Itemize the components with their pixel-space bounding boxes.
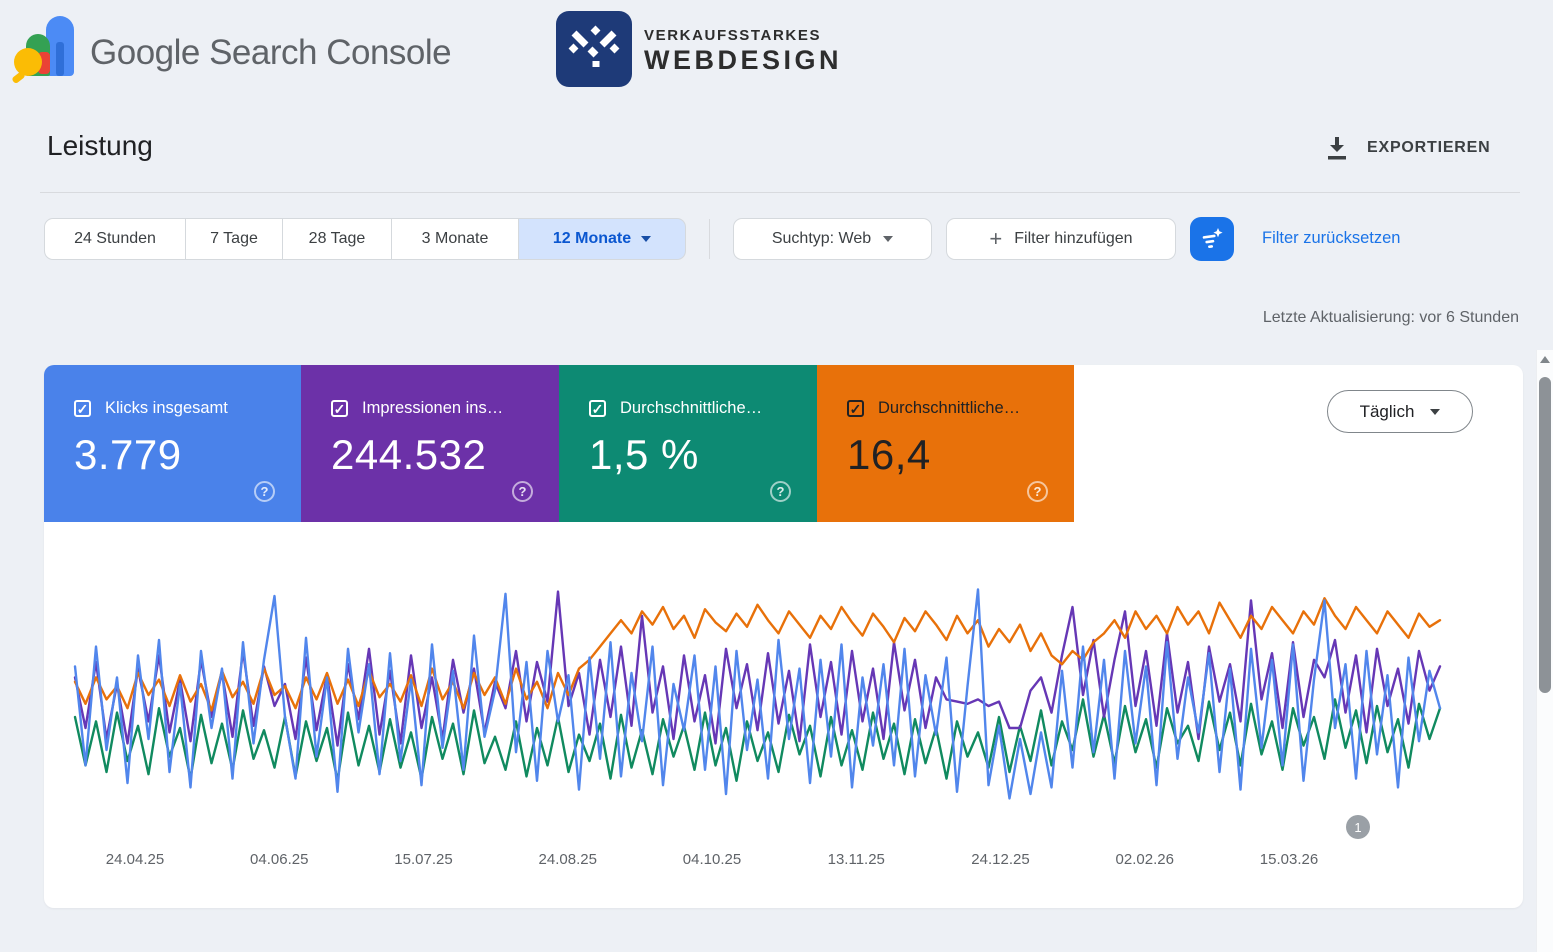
series-line-klicks <box>73 588 1442 800</box>
export-button[interactable]: EXPORTIEREN <box>1325 131 1491 165</box>
last-update-text: Letzte Aktualisierung: vor 6 Stunden <box>1262 309 1519 326</box>
x-tick-label: 04.10.25 <box>682 851 742 868</box>
metric-label: Klicks insgesamt <box>105 399 228 417</box>
range-label: 7 Tage <box>210 230 258 247</box>
brand-title: Google Search Console <box>90 33 452 72</box>
scrollbar-thumb[interactable] <box>1539 377 1551 693</box>
granularity-label: Täglich <box>1359 401 1415 421</box>
range-label: 28 Tage <box>308 230 366 247</box>
range-7-tage[interactable]: 7 Tage <box>186 218 283 260</box>
range-label: 24 Stunden <box>74 230 156 247</box>
x-axis-labels: 24.04.25 04.06.25 15.07.25 24.08.25 04.10.25… <box>44 851 1523 871</box>
scrollbar[interactable] <box>1536 350 1553 952</box>
checkbox-checked-icon[interactable]: ✓ <box>74 400 91 417</box>
download-icon <box>1328 137 1346 160</box>
chevron-down-icon <box>1430 408 1441 415</box>
webdesign-logo-mark <box>568 25 620 67</box>
range-24-stunden[interactable]: 24 Stunden <box>44 218 186 260</box>
add-filter-label: Filter hinzufügen <box>1014 230 1133 247</box>
webdesign-line1: VERKAUFSSTARKES <box>644 27 822 44</box>
magnifier-handle <box>11 70 26 85</box>
metric-value: 3.779 <box>74 431 182 478</box>
webdesign-logo-text: VERKAUFSSTARKES WEBDESIGN <box>644 27 842 76</box>
checkbox-checked-icon[interactable]: ✓ <box>589 400 606 417</box>
metric-card-impressions[interactable]: ✓ Impressionen ins… 244.532 ? <box>301 365 559 522</box>
checkbox-checked-icon[interactable]: ✓ <box>331 400 348 417</box>
x-tick-label: 02.02.26 <box>1115 851 1174 868</box>
webdesign-line2: WEBDESIGN <box>644 45 843 75</box>
metric-card-clicks[interactable]: ✓ Klicks insgesamt 3.779 ? <box>44 365 301 522</box>
x-tick-label: 15.07.25 <box>394 851 453 868</box>
annotation-marker-badge[interactable]: 1 <box>1346 815 1370 839</box>
checkbox-checked-icon[interactable]: ✓ <box>847 400 864 417</box>
x-tick-label: 24.04.25 <box>105 851 165 868</box>
metric-card-ctr[interactable]: ✓ Durchschnittliche… 1,5 % ? <box>559 365 817 522</box>
filter-sparkle-icon <box>1202 228 1223 249</box>
help-icon[interactable]: ? <box>770 481 791 502</box>
help-icon[interactable]: ? <box>254 481 275 502</box>
header-divider <box>40 192 1520 193</box>
x-tick-label: 15.03.26 <box>1259 851 1319 868</box>
metric-value: 1,5 % <box>589 431 699 478</box>
search-type-label: Suchtyp: Web <box>771 230 872 247</box>
x-tick-label: 13.11.25 <box>827 851 885 868</box>
metric-label: Durchschnittliche… <box>878 399 1021 417</box>
metric-value: 244.532 <box>331 431 487 478</box>
export-label: EXPORTIEREN <box>1367 139 1491 156</box>
performance-panel: ✓ Klicks insgesamt 3.779 ? ✓ Impressione… <box>44 365 1523 908</box>
chevron-down-icon <box>883 236 894 242</box>
range-label: 3 Monate <box>421 230 489 247</box>
gsc-logo-icon <box>11 16 74 85</box>
range-label: 12 Monate <box>552 230 632 247</box>
page-title: Leistung <box>47 130 153 161</box>
metric-label: Durchschnittliche… <box>620 399 763 417</box>
date-range-group: 24 Stunden 7 Tage 28 Tage 3 Monate 12 Mo… <box>44 218 686 260</box>
reset-filters-link[interactable]: Filter zurücksetzen <box>1262 229 1401 247</box>
gsc-logo-dark-bar <box>56 42 64 76</box>
x-tick-label: 24.08.25 <box>538 851 597 868</box>
x-tick-label: 24.12.25 <box>971 851 1030 868</box>
range-28-tage[interactable]: 28 Tage <box>283 218 392 260</box>
metric-label: Impressionen ins… <box>362 399 504 417</box>
filter-sparkle-button[interactable] <box>1190 217 1234 261</box>
scroll-up-arrow-icon[interactable] <box>1540 356 1550 363</box>
chevron-down-icon <box>641 236 652 242</box>
help-icon[interactable]: ? <box>512 481 533 502</box>
help-icon[interactable]: ? <box>1027 481 1048 502</box>
granularity-dropdown[interactable]: Täglich <box>1327 390 1473 433</box>
webdesign-logo-icon <box>556 11 632 87</box>
x-tick-label: 04.06.25 <box>250 851 309 868</box>
search-type-dropdown[interactable]: Suchtyp: Web <box>733 218 932 260</box>
plus-icon: + <box>989 226 1003 251</box>
range-3-monate[interactable]: 3 Monate <box>392 218 519 260</box>
performance-line-chart[interactable] <box>44 522 1523 908</box>
metric-value: 16,4 <box>847 431 931 478</box>
add-filter-button[interactable]: + Filter hinzufügen <box>946 218 1176 260</box>
range-12-monate-selected[interactable]: 12 Monate <box>519 218 686 260</box>
toolbar-separator <box>709 219 710 259</box>
metric-card-position[interactable]: ✓ Durchschnittliche… 16,4 ? <box>817 365 1074 522</box>
series-line-ctr <box>73 698 1442 782</box>
